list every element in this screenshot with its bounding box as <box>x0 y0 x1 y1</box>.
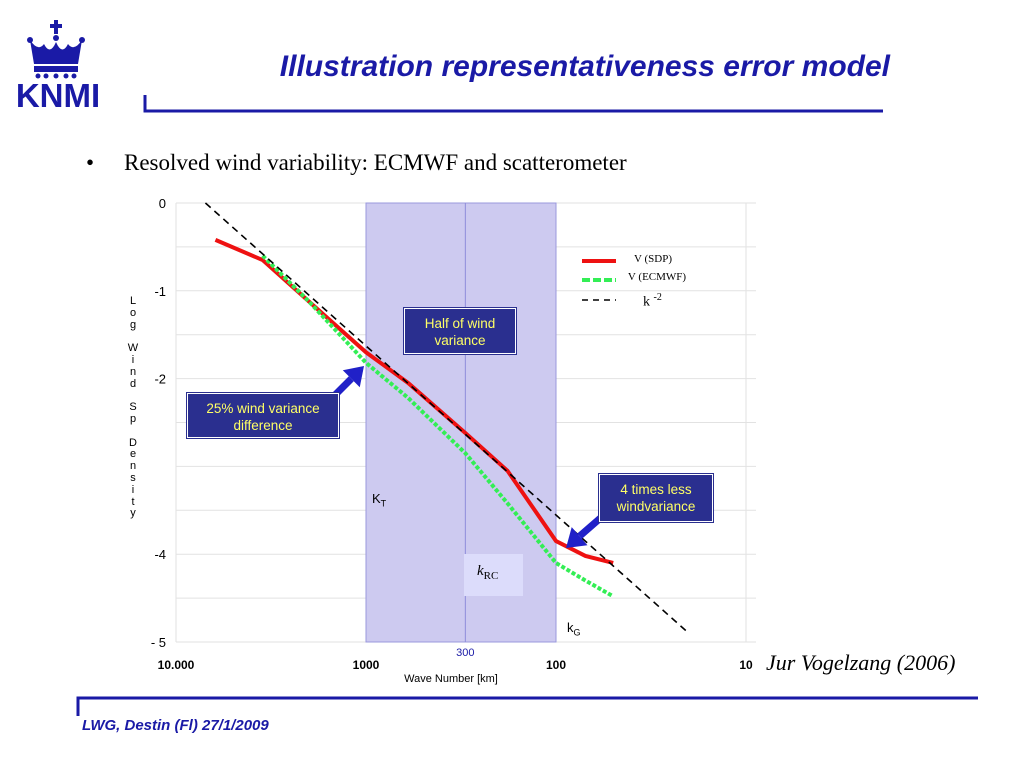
arrow-head <box>566 527 588 548</box>
arrow-head <box>342 366 364 388</box>
krc-label: kRC <box>477 563 498 582</box>
callout-4-times-less: 4 times less windvariance <box>599 474 713 522</box>
kt-base: K <box>372 491 381 506</box>
y-label-char: o <box>129 306 137 319</box>
y-label-char: d <box>129 377 137 390</box>
y-label-char: e <box>129 448 137 461</box>
x-tick-label: 1000 <box>353 658 380 672</box>
y-tick-label: - 5 <box>151 635 166 650</box>
callout-25-percent: 25% wind variance difference <box>187 393 339 438</box>
krc-box <box>464 554 523 596</box>
series-1 <box>261 254 615 599</box>
y-label-char: S <box>129 401 137 414</box>
x-tick-label: 100 <box>546 658 566 672</box>
legend-sdp-label: V (SDP) <box>633 253 672 265</box>
y-tick-label: -4 <box>154 547 166 562</box>
y-tick-label: -1 <box>154 284 166 299</box>
bullet-text: Resolved wind variability: ECMWF and sca… <box>124 150 627 175</box>
slide-title: Illustration representativeness error mo… <box>279 50 890 83</box>
logo-text: KNMI <box>16 77 100 112</box>
y-label-char: W <box>127 342 139 355</box>
y-label-char <box>124 426 142 438</box>
y-label-char: p <box>129 412 137 425</box>
footer-text: LWG, Destin (Fl) 27/1/2009 <box>82 717 269 734</box>
chart-legend <box>582 259 616 301</box>
y-label-char: L <box>129 295 137 307</box>
y-tick-label: 0 <box>159 196 166 211</box>
band-mid-label: 300 <box>456 647 474 659</box>
y-label-char: n <box>129 365 137 378</box>
kt-label: KT <box>372 491 386 509</box>
crown-icon <box>27 20 85 79</box>
x-tick-label: 10.000 <box>158 658 195 672</box>
y-label-char: i <box>131 483 135 496</box>
y-label-char: i <box>131 353 135 366</box>
title-underline <box>143 95 883 113</box>
callout-half-variance: Half of wind variance <box>404 308 516 354</box>
y-label-char: n <box>129 460 137 473</box>
x-tick-label: 10 <box>739 658 753 672</box>
y-label-char: y <box>130 507 136 520</box>
legend-ecmwf-label: V (ECMWF) <box>627 271 687 283</box>
knmi-logo: KNMI <box>16 20 100 112</box>
krc-k: k <box>477 563 484 579</box>
kg-sub: G <box>573 627 581 638</box>
citation: Jur Vogelzang (2006) <box>766 650 956 675</box>
footer-rule <box>76 696 978 716</box>
y-label-char: D <box>129 436 137 449</box>
chart-series <box>204 202 690 634</box>
legend-k-exp: -2 <box>653 292 662 303</box>
y-label-char: t <box>131 495 135 508</box>
legend-k-label: k -2 <box>643 292 662 311</box>
kt-sub: T <box>380 498 387 509</box>
legend-k-base: k <box>643 294 650 310</box>
krc-sub: RC <box>483 570 499 582</box>
x-axis-label: Wave Number [km] <box>404 673 498 685</box>
kg-label: kG <box>567 620 581 638</box>
bullet-symbol: • <box>86 150 95 175</box>
y-label-char: s <box>130 471 136 484</box>
y-tick-label: -2 <box>154 372 166 387</box>
kg-base: k <box>567 620 574 635</box>
resolved-band: 300 <box>365 202 557 659</box>
y-label-char: g <box>129 318 137 331</box>
band-rect <box>365 202 557 643</box>
series-0 <box>214 238 614 565</box>
